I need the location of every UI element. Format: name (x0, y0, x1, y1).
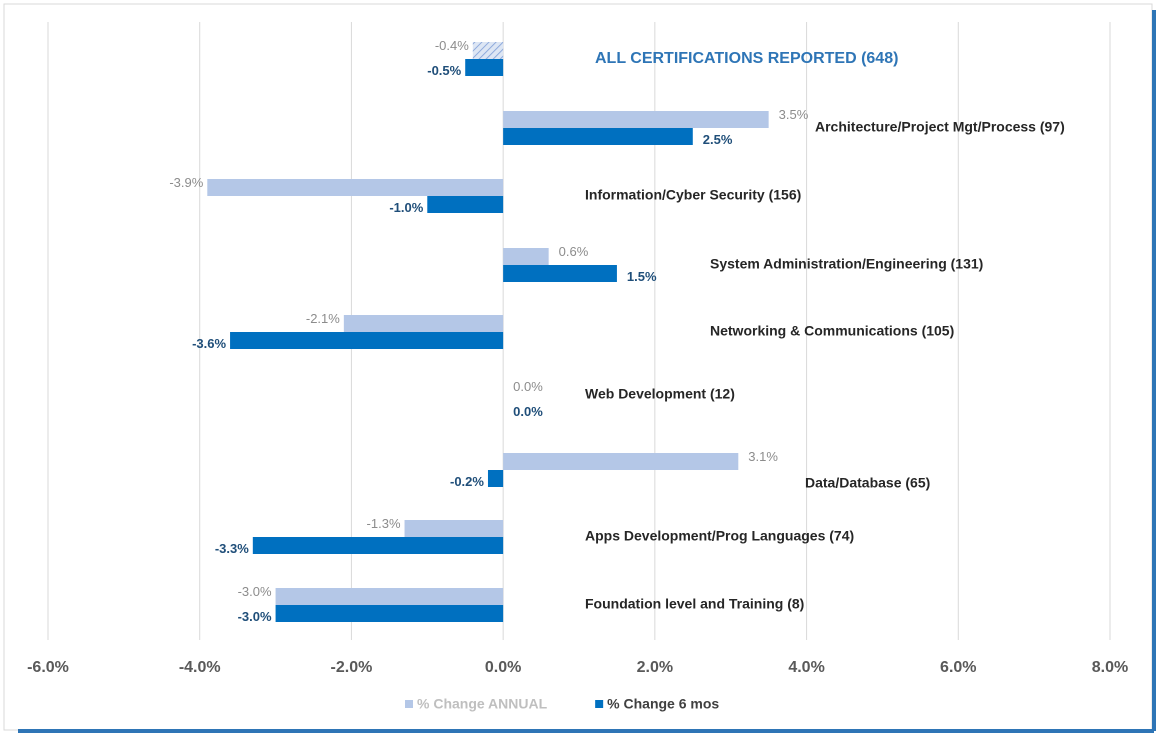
bar (503, 265, 617, 282)
category-label: Networking & Communications (105) (710, 323, 954, 339)
bar (427, 196, 504, 213)
data-label: -2.1% (306, 311, 340, 326)
x-tick-label: 0.0% (485, 659, 521, 676)
bar (472, 42, 504, 59)
x-tick-label: -2.0% (331, 659, 373, 676)
data-label: -0.4% (435, 38, 469, 53)
data-label: 0.0% (513, 379, 543, 394)
data-label: -1.0% (389, 200, 423, 215)
x-tick-label: 4.0% (788, 659, 824, 676)
category-label: System Administration/Engineering (131) (710, 256, 983, 272)
bar (503, 453, 739, 470)
x-tick-label: 2.0% (637, 659, 673, 676)
category-label: Data/Database (65) (805, 475, 930, 491)
category-label: Web Development (12) (585, 386, 735, 402)
data-label: 1.5% (627, 269, 657, 284)
legend-label: % Change 6 mos (607, 696, 719, 712)
legend-swatch (595, 700, 604, 708)
category-label: Apps Development/Prog Languages (74) (585, 528, 854, 544)
data-label: -3.6% (192, 336, 226, 351)
data-label: -3.0% (238, 609, 272, 624)
bar (275, 605, 504, 622)
data-label: -0.2% (450, 474, 484, 489)
bar (404, 520, 504, 537)
bar (230, 332, 504, 349)
bar (503, 111, 769, 128)
data-label: -0.5% (427, 63, 461, 78)
chart-title: ALL CERTIFICATIONS REPORTED (648) (595, 50, 898, 67)
bar (487, 470, 504, 487)
legend-label: % Change ANNUAL (417, 696, 548, 712)
bar (252, 537, 504, 554)
data-label: -3.0% (238, 584, 272, 599)
x-tick-label: 8.0% (1092, 659, 1128, 676)
category-label: Architecture/Project Mgt/Process (97) (815, 119, 1065, 135)
bar (343, 315, 504, 332)
category-label: Foundation level and Training (8) (585, 596, 804, 612)
bar (503, 248, 549, 265)
category-label: Information/Cyber Security (156) (585, 187, 801, 203)
bar (275, 588, 504, 605)
x-tick-label: -4.0% (179, 659, 221, 676)
data-label: 3.1% (748, 449, 778, 464)
data-label: -3.9% (169, 175, 203, 190)
data-label: 3.5% (779, 107, 809, 122)
data-label: 2.5% (703, 132, 733, 147)
bar (465, 59, 504, 76)
data-label: -1.3% (367, 516, 401, 531)
bar (207, 179, 504, 196)
data-label: -3.3% (215, 541, 249, 556)
legend-swatch (405, 700, 413, 708)
bar (503, 128, 693, 145)
x-tick-label: 6.0% (940, 659, 976, 676)
x-tick-label: -6.0% (27, 659, 69, 676)
data-label: 0.6% (559, 244, 589, 259)
data-label: 0.0% (513, 404, 543, 419)
